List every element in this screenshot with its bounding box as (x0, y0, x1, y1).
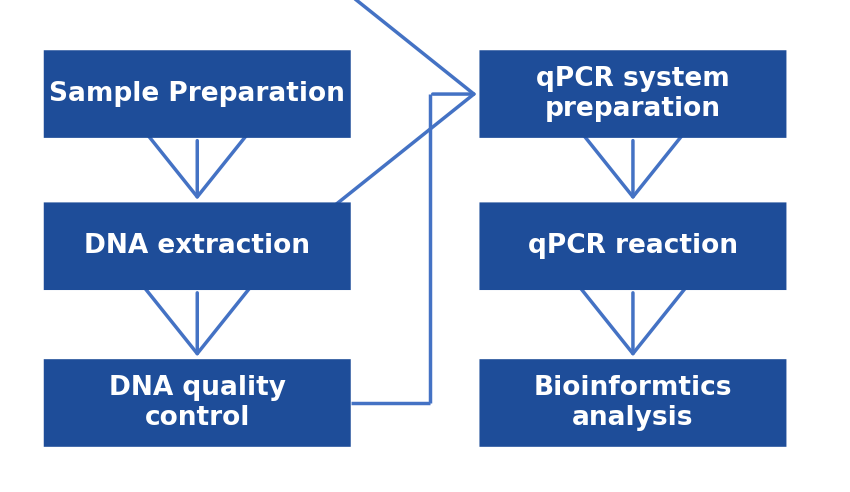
Text: qPCR system
preparation: qPCR system preparation (536, 66, 730, 122)
FancyBboxPatch shape (479, 202, 786, 290)
Text: Bioinformtics
analysis: Bioinformtics analysis (534, 375, 732, 431)
FancyBboxPatch shape (43, 359, 351, 447)
Text: Sample Preparation: Sample Preparation (49, 81, 345, 107)
Text: DNA quality
control: DNA quality control (109, 375, 286, 431)
FancyBboxPatch shape (479, 359, 786, 447)
Text: DNA extraction: DNA extraction (84, 233, 310, 259)
FancyBboxPatch shape (479, 50, 786, 138)
Text: qPCR reaction: qPCR reaction (528, 233, 738, 259)
FancyBboxPatch shape (43, 50, 351, 138)
FancyBboxPatch shape (43, 202, 351, 290)
